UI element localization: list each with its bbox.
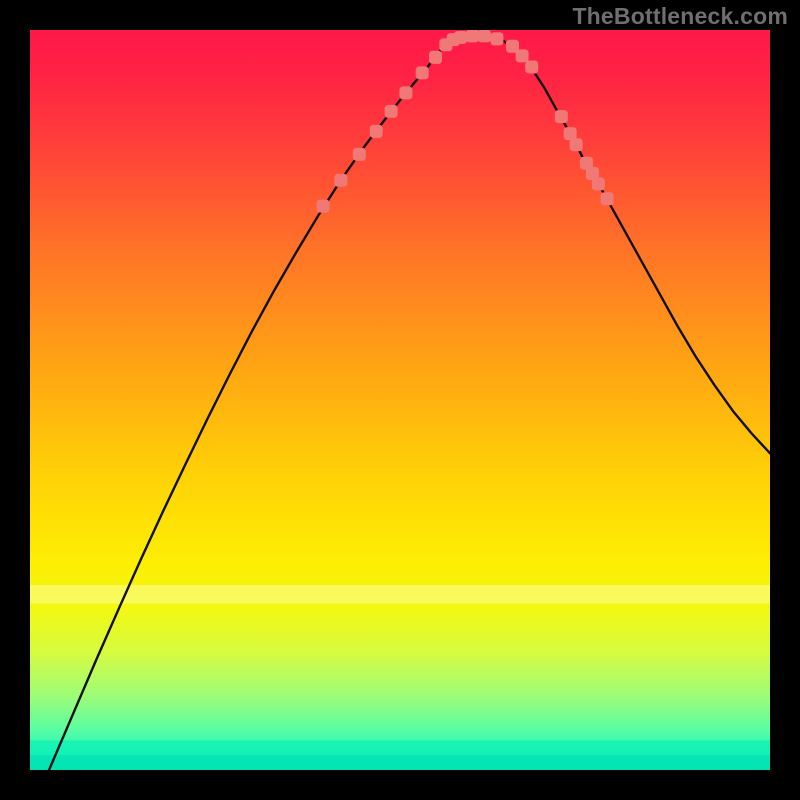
marker-15 (516, 49, 529, 62)
marker-23 (601, 192, 614, 205)
marker-7 (429, 51, 442, 64)
plot-band-2 (30, 755, 770, 770)
marker-5 (399, 86, 412, 99)
marker-22 (592, 177, 605, 190)
marker-2 (353, 148, 366, 161)
marker-3 (370, 125, 383, 138)
marker-12 (478, 29, 491, 42)
marker-16 (525, 61, 538, 74)
figure-root: TheBottleneck.com (0, 0, 800, 800)
marker-1 (334, 174, 347, 187)
plot-band-1 (30, 740, 770, 755)
marker-18 (564, 127, 577, 140)
watermark-text: TheBottleneck.com (572, 3, 788, 30)
marker-17 (555, 110, 568, 123)
marker-13 (490, 32, 503, 45)
marker-10 (454, 31, 467, 44)
marker-11 (466, 29, 479, 42)
marker-6 (416, 66, 429, 79)
plot-background-gradient (30, 30, 770, 770)
plot-svg (0, 0, 800, 800)
marker-0 (317, 200, 330, 213)
marker-4 (385, 105, 398, 118)
marker-19 (570, 138, 583, 151)
plot-band-0 (30, 585, 770, 604)
